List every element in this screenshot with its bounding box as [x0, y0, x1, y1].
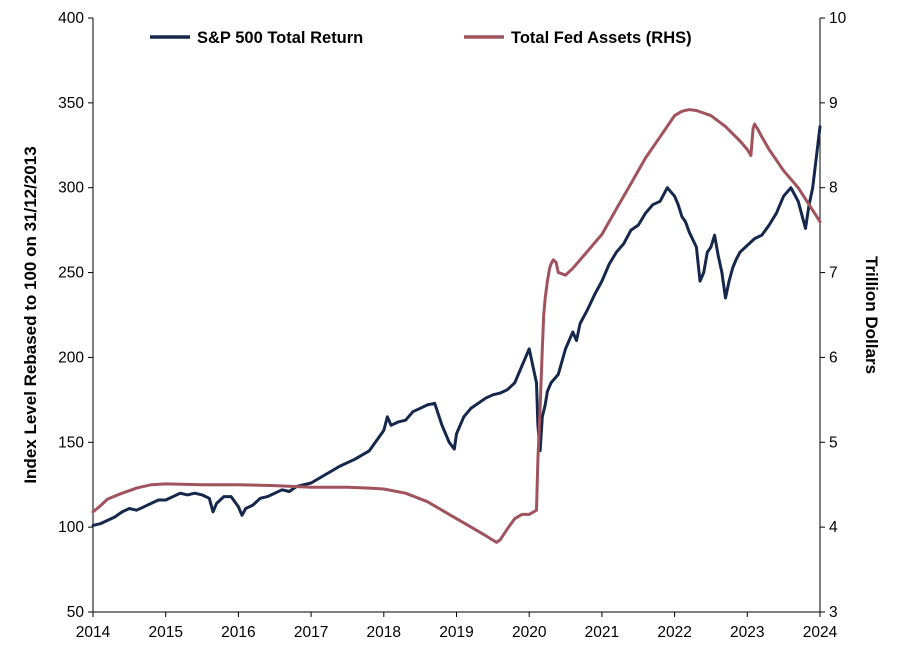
x-tick-label: 2014	[76, 624, 111, 641]
y-tick-label-right: 6	[829, 349, 838, 366]
y-tick-label-left: 400	[58, 10, 84, 27]
x-tick-label: 2021	[585, 624, 619, 641]
series-line-sp500	[91, 125, 822, 527]
x-tick-label: 2018	[367, 624, 401, 641]
y-tick-label-right: 10	[829, 10, 847, 27]
y-tick-label-left: 300	[58, 180, 84, 197]
x-tick-label: 2023	[730, 624, 764, 641]
y-tick-label-left: 150	[58, 434, 84, 451]
x-tick-label: 2024	[803, 624, 838, 641]
x-tick-label: 2022	[657, 624, 691, 641]
legend: S&P 500 Total Return Total Fed Assets (R…	[150, 29, 692, 47]
y-tick-label-left: 250	[58, 265, 84, 282]
x-tick-label: 2015	[148, 624, 182, 641]
y-tick-label-right: 8	[829, 180, 838, 197]
y-tick-label-right: 9	[829, 95, 838, 112]
plot-area	[92, 18, 821, 613]
y-tick-label-right: 3	[829, 604, 838, 621]
tick-labels: 2014 2015 2016 2017 2018 2019 2020 2021 2022 2023…	[58, 10, 846, 641]
x-tick-label: 2020	[512, 624, 547, 641]
y-tick-label-left: 50	[67, 604, 85, 621]
x-tick-label: 2016	[221, 624, 255, 641]
legend-label-sp500: S&P 500 Total Return	[197, 29, 363, 47]
y-axis-title-right: Trillion Dollars	[862, 256, 881, 374]
legend-label-fed-assets: Total Fed Assets (RHS)	[511, 29, 692, 47]
x-tick-label: 2017	[294, 624, 328, 641]
x-tick-label: 2019	[439, 624, 473, 641]
y-tick-label-left: 100	[58, 519, 84, 536]
y-tick-label-right: 4	[829, 519, 838, 536]
tick-marks	[88, 17, 825, 617]
y-axis-title-left: Index Level Rebased to 100 on 31/12/2013	[21, 146, 40, 483]
series-line-fed-assets	[91, 108, 822, 544]
series-lines	[91, 108, 822, 544]
y-tick-label-left: 200	[58, 349, 84, 366]
y-tick-label-right: 5	[829, 434, 838, 451]
y-tick-label-left: 350	[58, 95, 84, 112]
y-tick-label-right: 7	[829, 265, 838, 282]
